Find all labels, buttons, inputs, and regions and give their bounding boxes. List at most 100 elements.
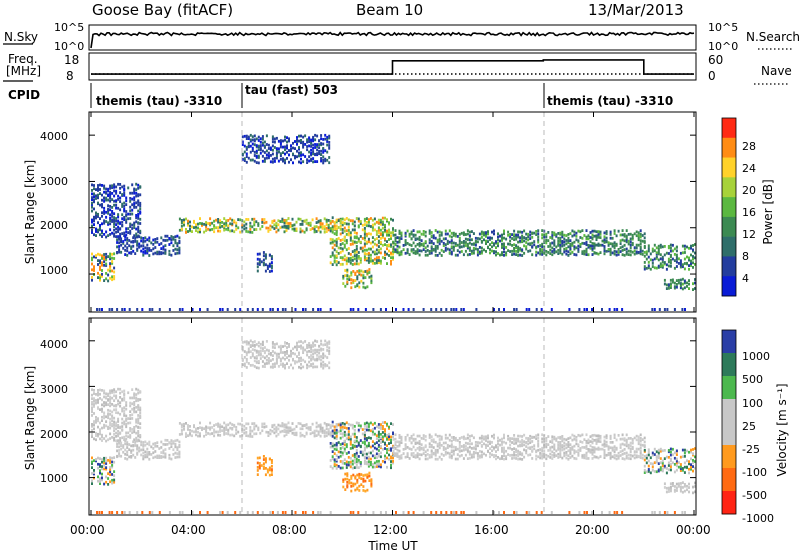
- power-cell: [527, 232, 530, 236]
- velocity-cell: [121, 417, 124, 421]
- velocity-cell: [329, 433, 332, 437]
- velocity-cell: [170, 457, 173, 461]
- velocity-cell: [603, 449, 606, 452]
- power-cell: [613, 244, 616, 247]
- velocity-cell: [346, 472, 349, 475]
- power-cell: [497, 252, 499, 255]
- velocity-cell: [373, 456, 376, 460]
- power-cell: [519, 248, 522, 252]
- power-cell: [422, 244, 425, 248]
- power-cell: [430, 234, 433, 238]
- power-cell: [577, 250, 580, 253]
- power-cell: [444, 237, 447, 241]
- power-cell: [679, 261, 682, 265]
- velocity-cell: [493, 433, 495, 437]
- power-cell: [360, 273, 363, 277]
- velocity-cell: [567, 454, 570, 458]
- power-cell: [95, 234, 97, 237]
- power-cell: [125, 230, 128, 234]
- velocity-cell: [549, 452, 552, 456]
- velocity-cell: [322, 366, 325, 370]
- velocity-cell: [107, 408, 110, 412]
- power-cell: [131, 212, 134, 216]
- velocity-cell: [379, 445, 382, 448]
- power-cell: [432, 234, 435, 238]
- power-cell: [686, 255, 688, 259]
- power-cell: [392, 252, 394, 256]
- power-cell: [563, 250, 566, 254]
- velocity-cell: [557, 436, 560, 439]
- velocity-cell: [93, 420, 95, 423]
- velocity-cell: [118, 449, 121, 452]
- power-cell: [223, 228, 226, 232]
- power-colorbar: [721, 117, 737, 297]
- velocity-cell: [233, 423, 236, 427]
- velocity-cell: [193, 430, 195, 434]
- power-cell: [377, 221, 380, 225]
- velocity-cell: [124, 457, 127, 460]
- velocity-cell: [363, 462, 366, 465]
- power-cell: [569, 242, 572, 246]
- velocity-cell: [300, 346, 302, 350]
- power-cell: [390, 217, 392, 221]
- velocity-cell: [325, 424, 328, 428]
- power-colorbar-frame: [721, 117, 737, 297]
- velocity-cell: [555, 437, 558, 441]
- power-cell: [251, 146, 254, 150]
- power-cell: [643, 251, 646, 254]
- velocity-cell: [485, 446, 487, 449]
- velocity-cell: [101, 458, 103, 461]
- velocity-cell: [561, 437, 564, 441]
- power-cell: [231, 229, 234, 233]
- power-cell: [93, 219, 95, 223]
- velocity-cell: [133, 403, 136, 407]
- velocity-cell: [191, 434, 193, 438]
- velocity-cell: [571, 438, 574, 442]
- power-cell: [148, 247, 151, 250]
- power-cell: [529, 249, 532, 253]
- velocity-cell: [213, 424, 216, 427]
- velocity-cell: [692, 452, 694, 456]
- power-cell: [553, 243, 556, 247]
- velocity-cell: [320, 362, 323, 366]
- velocity-cell: [435, 511, 438, 514]
- velocity-cell: [263, 356, 266, 360]
- power-cell: [93, 198, 95, 202]
- power-cell: [406, 248, 409, 251]
- velocity-cell: [359, 464, 362, 468]
- power-cell: [659, 262, 662, 266]
- velocity-cell: [503, 433, 505, 437]
- power-cell: [637, 233, 640, 237]
- velocity-cell: [319, 511, 322, 514]
- velocity-cell: [529, 438, 532, 441]
- power-cell: [450, 252, 453, 256]
- velocity-cell: [681, 467, 684, 470]
- power-cell: [269, 308, 272, 311]
- velocity-cell: [416, 452, 419, 455]
- velocity-cell: [333, 436, 336, 440]
- velocity-cell: [168, 447, 171, 450]
- power-cell: [462, 240, 465, 243]
- power-cell: [282, 139, 284, 143]
- velocity-cell: [519, 440, 522, 444]
- power-cell: [613, 249, 616, 253]
- power-cell: [277, 150, 280, 154]
- power-cell: [97, 186, 99, 190]
- power-cell: [540, 308, 543, 311]
- power-cell: [498, 308, 500, 311]
- velocity-cell: [679, 482, 682, 485]
- velocity-cell: [156, 441, 159, 444]
- velocity-cell: [671, 453, 674, 457]
- power-cell: [271, 308, 274, 311]
- power-cell: [623, 234, 626, 238]
- power-cell: [669, 286, 672, 289]
- power-cell: [247, 135, 250, 139]
- velocity-cell: [270, 468, 273, 471]
- velocity-cell: [219, 430, 222, 433]
- velocity-cell: [101, 467, 103, 471]
- velocity-cell: [101, 435, 103, 439]
- power-cell: [639, 249, 642, 253]
- velocity-cell: [275, 352, 278, 356]
- power-cell: [241, 135, 244, 139]
- power-cell: [160, 242, 163, 245]
